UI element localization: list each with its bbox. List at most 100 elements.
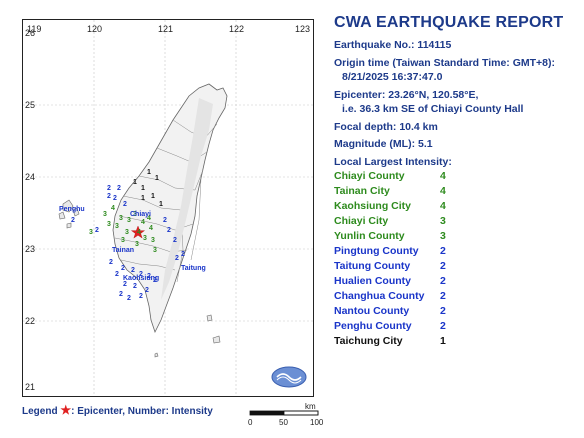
legend-text: : Epicenter, Number: Intensity <box>71 406 213 417</box>
intensity-mark-black: 1 <box>159 201 163 208</box>
intensity-mark-green: 3 <box>115 223 119 230</box>
intensity-row: Kaohsiung City 4 <box>334 199 579 214</box>
intensity-mark-blue: 2 <box>113 195 117 202</box>
place-label-kaohsiung: Kaohsiung <box>123 275 159 282</box>
intensity-mark-blue: 2 <box>127 295 131 302</box>
intensity-mark-black: 1 <box>147 169 151 176</box>
scale-bar <box>249 410 319 416</box>
intensity-mark-blue: 2 <box>107 185 111 192</box>
earthquake-number: Earthquake No.: 114115 <box>334 39 452 51</box>
report-title: CWA EARTHQUAKE REPORT <box>334 14 564 31</box>
intensity-mark-green: 3 <box>121 237 125 244</box>
intensity-area-name: Pingtung County <box>334 245 419 257</box>
lat-label-22: 22 <box>25 316 36 326</box>
intensity-mark-blue: 2 <box>115 271 119 278</box>
intensity-mark-black: 1 <box>141 195 145 202</box>
intensity-mark-green: 3 <box>143 235 147 242</box>
intensity-row: Penghu County 2 <box>334 319 579 334</box>
intensity-mark-green: 3 <box>103 211 107 218</box>
intensity-mark-green: 3 <box>127 217 131 224</box>
intensity-area-name: Kaohsiung City <box>334 200 412 212</box>
intensity-mark-blue: 2 <box>133 283 137 290</box>
magnitude: Magnitude (ML): 5.1 <box>334 138 433 150</box>
intensity-level: 1 <box>440 335 446 347</box>
intensity-mark-blue: 2 <box>181 251 185 258</box>
intensity-mark-green: 4 <box>147 215 151 222</box>
lat-label-25: 25 <box>25 100 36 110</box>
intensity-mark-green: 4 <box>137 229 141 236</box>
epicenter-star-icon: ★ <box>60 403 72 417</box>
intensity-level: 4 <box>440 185 446 197</box>
intensity-mark-blue: 2 <box>71 217 75 224</box>
intensity-row: Yunlin County 3 <box>334 229 579 244</box>
lon-label-120: 120 <box>87 24 103 34</box>
place-label-taitung: Taitung <box>181 265 206 272</box>
intensity-row: Chiayi County 4 <box>334 169 579 184</box>
intensity-mark-blue: 2 <box>175 255 179 262</box>
intensity-area-name: Penghu County <box>334 320 412 332</box>
intensity-area-name: Chiayi County <box>334 170 405 182</box>
intensity-row: Nantou County 2 <box>334 304 579 319</box>
focal-depth: Focal depth: 10.4 km <box>334 120 438 133</box>
intensity-mark-green: 3 <box>125 229 129 236</box>
place-label-chiayi: Chiayi <box>130 211 151 218</box>
intensity-level: 3 <box>440 230 446 242</box>
intensity-mark-green: 4 <box>111 205 115 212</box>
intensity-mark-black: 1 <box>151 193 155 200</box>
intensity-mark-blue: 2 <box>109 259 113 266</box>
intensity-mark-green: 4 <box>149 225 153 232</box>
intensity-mark-blue: 2 <box>117 185 121 192</box>
cwa-logo <box>271 366 307 388</box>
intensity-mark-blue: 2 <box>167 227 171 234</box>
intensity-level: 3 <box>440 215 446 227</box>
legend: Legend ★: Epicenter, Number: Intensity <box>22 403 213 417</box>
epicenter-description: i.e. 36.3 km SE of Chiayi County Hall <box>342 103 524 115</box>
intensity-area-name: Nantou County <box>334 305 410 317</box>
intensity-row: Chiayi City 3 <box>334 214 579 229</box>
intensity-mark-black: 1 <box>141 185 145 192</box>
intensity-heading: Local Largest Intensity: <box>334 155 452 168</box>
intensity-level: 2 <box>440 245 446 257</box>
intensity-mark-green: 3 <box>107 221 111 228</box>
lon-label-119: 119 <box>27 24 42 34</box>
intensity-area-name: Changhua County <box>334 290 425 302</box>
intensity-mark-blue: 2 <box>139 271 143 278</box>
intensity-mark-blue: 2 <box>95 227 99 234</box>
intensity-mark-green: 3 <box>135 241 139 248</box>
report-panel: CWA EARTHQUAKE REPORT Earthquake No.: 11… <box>334 14 579 349</box>
place-label-tainan: Tainan <box>112 247 134 254</box>
intensity-level: 2 <box>440 275 446 287</box>
lat-label-23: 23 <box>25 244 36 254</box>
intensity-mark-green: 3 <box>119 215 123 222</box>
intensity-mark-blue: 2 <box>139 293 143 300</box>
intensity-mark-blue: 2 <box>153 277 157 284</box>
intensity-row: Tainan City 4 <box>334 184 579 199</box>
scale-label-50: 50 <box>279 418 288 427</box>
intensity-list: Chiayi County 4 Tainan City 4 Kaohsiung City… <box>334 169 579 349</box>
scale-unit: km <box>305 402 316 411</box>
place-label-penghu: Penghu <box>59 206 85 213</box>
intensity-mark-blue: 2 <box>173 237 177 244</box>
intensity-row: Pingtung County 2 <box>334 244 579 259</box>
intensity-area-name: Taitung County <box>334 260 411 272</box>
lon-label-121: 121 <box>158 24 174 34</box>
lon-label-123: 123 <box>295 24 311 34</box>
intensity-mark-blue: 2 <box>163 217 167 224</box>
intensity-mark-black: 1 <box>155 175 159 182</box>
intensity-area-name: Yunlin County <box>334 230 405 242</box>
lon-label-122: 122 <box>229 24 245 34</box>
intensity-mark-blue: 2 <box>123 281 127 288</box>
terrain-shading <box>161 98 213 300</box>
lat-label-26: 26 <box>25 28 36 38</box>
intensity-area-name: Chiayi City <box>334 215 389 227</box>
intensity-level: 2 <box>440 290 446 302</box>
intensity-mark-blue: 2 <box>145 287 149 294</box>
intensity-area-name: Tainan City <box>334 185 390 197</box>
penghu-islands <box>58 199 80 229</box>
epicenter-star <box>130 225 146 239</box>
intensity-row: Taitung County 2 <box>334 259 579 274</box>
